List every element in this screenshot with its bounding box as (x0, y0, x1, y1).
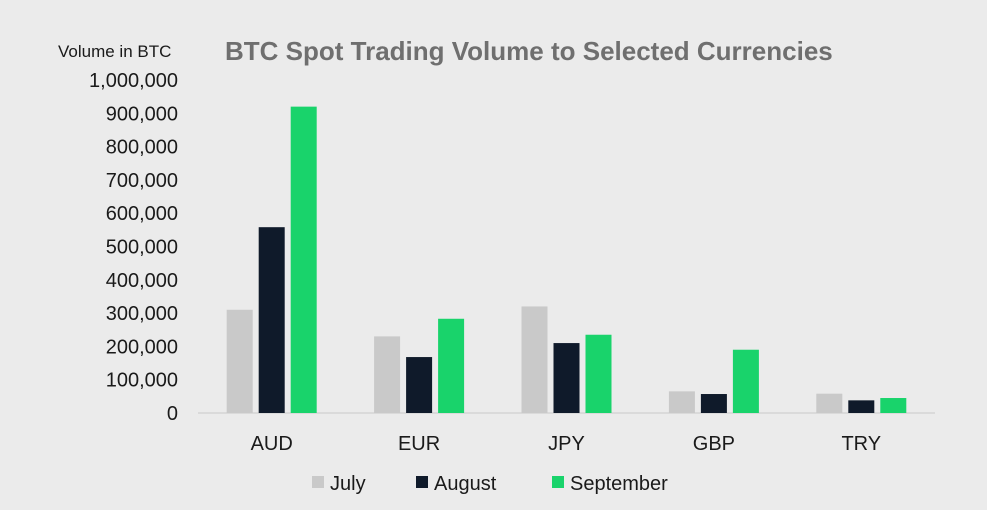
x-tick-label: EUR (398, 433, 440, 455)
x-tick-label: GBP (693, 433, 735, 455)
y-tick-label: 600,000 (106, 203, 178, 225)
y-tick-label: 900,000 (106, 103, 178, 125)
bar-aud-september (290, 106, 317, 413)
y-axis-label: Volume in BTC (58, 42, 171, 61)
legend-label-september: September (570, 473, 668, 495)
bar-try-july (816, 393, 843, 413)
legend-label-july: July (330, 473, 366, 495)
y-axis-ticks: 0 100,000 200,000 300,000 400,000 500,000 600,… (89, 70, 178, 425)
legend-swatch-august (416, 476, 428, 488)
y-tick-label: 200,000 (106, 336, 178, 358)
bar-jpy-september (585, 334, 612, 413)
y-tick-label: 800,000 (106, 137, 178, 159)
y-tick-label: 300,000 (106, 303, 178, 325)
legend-label-august: August (434, 473, 497, 495)
x-tick-label: AUD (251, 433, 293, 455)
x-tick-label: TRY (841, 433, 881, 455)
y-tick-label: 500,000 (106, 237, 178, 259)
bar-jpy-august (553, 343, 580, 413)
x-axis-ticks: AUD EUR JPY GBP TRY (251, 433, 882, 455)
bar-jpy-july (521, 306, 548, 413)
y-tick-label: 1,000,000 (89, 70, 178, 92)
bar-eur-september (438, 318, 465, 413)
y-tick-label: 700,000 (106, 170, 178, 192)
bar-gbp-september (732, 349, 759, 413)
bar-eur-july (374, 336, 401, 413)
y-tick-label: 0 (167, 403, 178, 425)
legend: July August September (312, 473, 668, 495)
bar-aud-july (226, 309, 253, 413)
bar-eur-august (406, 357, 433, 413)
bar-try-august (848, 400, 875, 413)
bar-gbp-july (668, 391, 695, 413)
legend-swatch-july (312, 476, 324, 488)
bar-gbp-august (700, 394, 727, 413)
bar-aud-august (258, 227, 285, 413)
bar-try-september (880, 398, 907, 413)
y-tick-label: 400,000 (106, 270, 178, 292)
x-tick-label: JPY (548, 433, 585, 455)
bars-group (226, 106, 907, 413)
legend-swatch-september (552, 476, 564, 488)
chart-title: BTC Spot Trading Volume to Selected Curr… (225, 36, 833, 66)
y-tick-label: 100,000 (106, 370, 178, 392)
